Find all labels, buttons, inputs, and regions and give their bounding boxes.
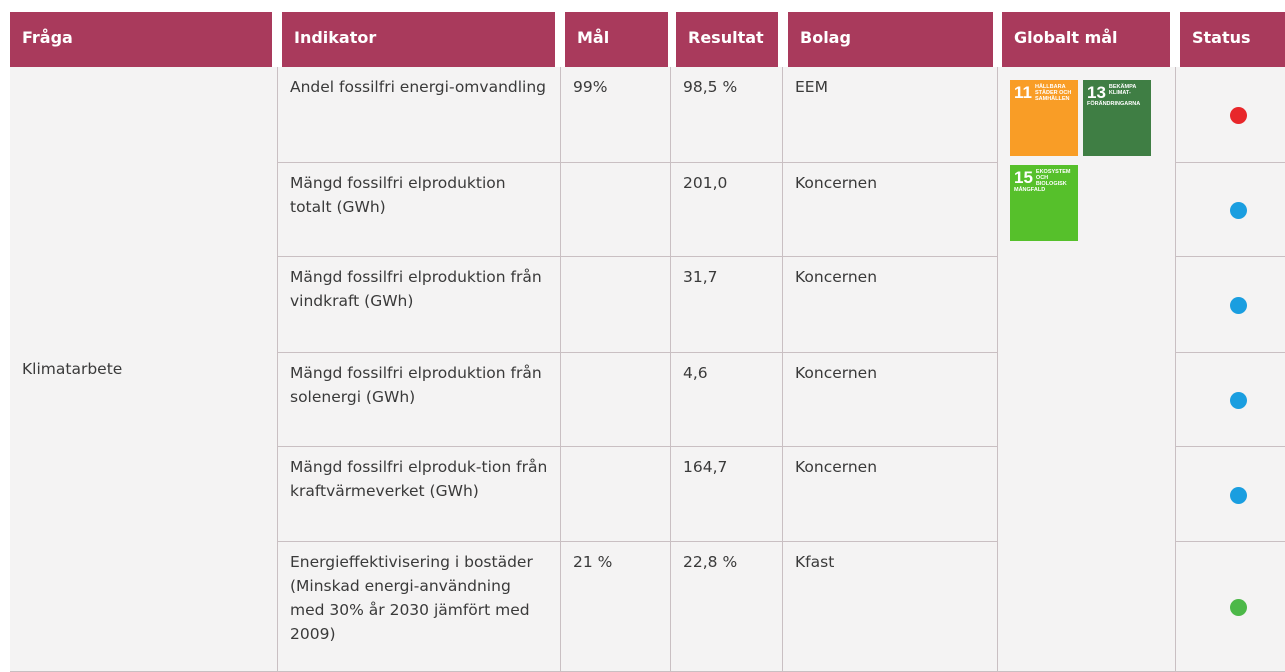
resultat: 31,7: [683, 268, 718, 286]
bolag: Koncernen: [795, 364, 878, 382]
cell: Koncernen: [782, 353, 997, 447]
bolag: Koncernen: [795, 458, 878, 476]
status-cell: [1175, 542, 1285, 672]
status-dot: [1230, 486, 1247, 504]
resultat: 164,7: [683, 458, 728, 476]
cell: [560, 257, 670, 353]
column-header: Status: [1180, 12, 1285, 67]
cell: Koncernen: [782, 163, 997, 257]
bolag: EEM: [795, 78, 828, 96]
cell: 164,7: [670, 447, 782, 542]
sdg-icon: 13 BEKÄMPA KLIMAT-FÖRÄNDRINGARNA: [1083, 80, 1151, 156]
sdg-number: 11: [1014, 83, 1032, 102]
cell: [560, 447, 670, 542]
cell: Koncernen: [782, 447, 997, 542]
resultat: 4,6: [683, 364, 708, 382]
cell: 22,8 %: [670, 542, 782, 672]
goals-cell: 11 HÅLLBARA STÄDER OCH SAMHÄLLEN 13 BEKÄMPA…: [997, 67, 1175, 672]
indikator: Andel fossilfri energi-omvandling: [290, 78, 547, 96]
status-cell: [1175, 257, 1285, 353]
cell: EEM: [782, 67, 997, 163]
cell: 4,6: [670, 353, 782, 447]
status-dot: [1230, 599, 1247, 616]
mal: 21 %: [573, 553, 613, 571]
sdg-number: 15: [1014, 168, 1033, 187]
status-dot: [1230, 297, 1247, 314]
column-header: Resultat: [676, 12, 778, 67]
sdg-number: 13: [1087, 83, 1106, 102]
column-header: Indikator: [282, 12, 555, 67]
resultat: 201,0: [683, 174, 728, 192]
resultat: 22,8 %: [683, 553, 738, 571]
status-cell: [1175, 163, 1285, 257]
cell: 98,5 %: [670, 67, 782, 163]
cell: Energieffektivisering i bostäder (Minska…: [277, 542, 560, 672]
topic-cell: Klimatarbete: [10, 67, 277, 672]
mal: 99%: [573, 78, 608, 96]
topic: Klimatarbete: [22, 360, 123, 378]
status-dot: [1230, 202, 1247, 219]
bolag: Koncernen: [795, 174, 878, 192]
cell: Koncernen: [782, 257, 997, 353]
cell: Mängd fossilfri elproduktion totalt (GWh…: [277, 163, 560, 257]
indikator: Energieffektivisering i bostäder (Minska…: [290, 553, 533, 643]
cell: 99%: [560, 67, 670, 163]
cell: [560, 163, 670, 257]
sdg-label: HÅLLBARA STÄDER OCH SAMHÄLLEN: [1034, 84, 1072, 102]
indikator: Mängd fossilfri elproduktion från vindkr…: [290, 268, 542, 310]
indikator: Mängd fossilfri elproduktion totalt (GWh…: [290, 174, 506, 216]
status-cell: [1175, 447, 1285, 542]
sdg-label: EKOSYSTEM OCH BIOLOGISK MÅNGFALD: [1014, 169, 1071, 193]
cell: [560, 353, 670, 447]
column-header: Bolag: [788, 12, 993, 67]
sdg-label: BEKÄMPA KLIMAT-FÖRÄNDRINGARNA: [1087, 84, 1141, 107]
sdg-icon: 15 EKOSYSTEM OCH BIOLOGISK MÅNGFALD: [1010, 165, 1078, 241]
cell: 21 %: [560, 542, 670, 672]
status-cell: [1175, 67, 1285, 163]
indikator: Mängd fossilfri elproduk-tion från kraft…: [290, 458, 548, 500]
sdg-icon: 11 HÅLLBARA STÄDER OCH SAMHÄLLEN: [1010, 80, 1078, 156]
resultat: 98,5 %: [683, 78, 738, 96]
cell: Mängd fossilfri elproduktion från vindkr…: [277, 257, 560, 353]
cell: 31,7: [670, 257, 782, 353]
indikator: Mängd fossilfri elproduktion från solene…: [290, 364, 542, 406]
bolag: Kfast: [795, 553, 835, 571]
cell: Andel fossilfri energi-omvandling: [277, 67, 560, 163]
column-header: Globalt mål: [1002, 12, 1170, 67]
column-header: Fråga: [10, 12, 272, 67]
cell: Mängd fossilfri elproduktion från solene…: [277, 353, 560, 447]
status-cell: [1175, 353, 1285, 447]
cell: Kfast: [782, 542, 997, 672]
status-dot: [1230, 392, 1247, 409]
cell: Mängd fossilfri elproduk-tion från kraft…: [277, 447, 560, 542]
cell: 201,0: [670, 163, 782, 257]
bolag: Koncernen: [795, 268, 878, 286]
column-header: Mål: [565, 12, 668, 67]
status-dot: [1230, 107, 1247, 124]
